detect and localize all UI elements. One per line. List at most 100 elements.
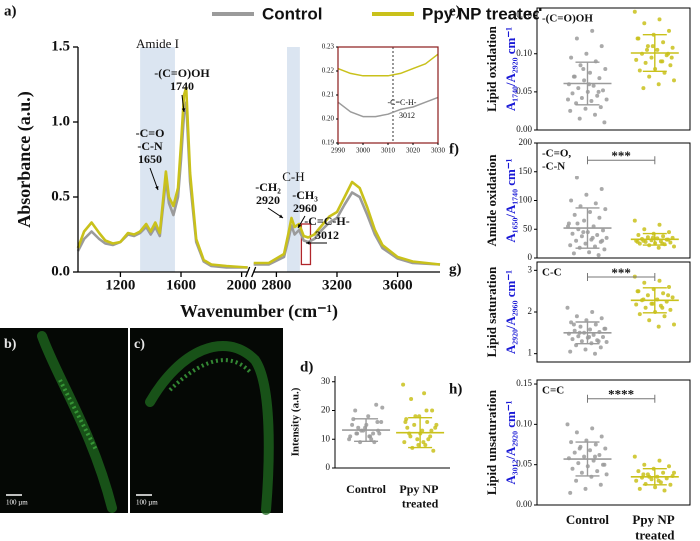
data-point	[670, 45, 675, 50]
data-point	[641, 472, 646, 477]
data-point	[604, 472, 609, 477]
band	[286, 47, 300, 272]
y-tick-label: 0.00	[516, 124, 532, 134]
data-point	[591, 83, 596, 88]
annotation: -C-N	[137, 139, 163, 153]
panel-label: c)	[134, 337, 145, 352]
data-point	[379, 420, 384, 424]
annotation: 1740	[170, 79, 194, 93]
data-point	[596, 89, 601, 94]
panel-label: a)	[4, 3, 17, 19]
data-point	[575, 221, 580, 226]
data-point	[423, 443, 428, 447]
note-box	[539, 265, 595, 282]
data-point	[371, 431, 376, 436]
data-point	[380, 405, 385, 410]
band-label: C-H	[282, 169, 304, 184]
data-point	[403, 420, 408, 424]
y-axis-subtitle: A₂₉₂₀/A₂₉₆₀ cm⁻¹	[503, 270, 518, 354]
data-point	[634, 57, 639, 62]
data-point	[661, 40, 666, 45]
y-tick-label: 0.00	[516, 499, 532, 509]
data-point	[577, 446, 582, 451]
y-tick-label: 0	[528, 252, 533, 262]
data-point	[667, 285, 671, 289]
data-point	[582, 78, 587, 83]
data-point	[595, 469, 600, 474]
data-point	[645, 47, 649, 52]
data-point	[568, 108, 573, 113]
data-point	[571, 251, 576, 256]
data-point	[578, 324, 583, 329]
data-point	[593, 454, 597, 459]
data-point	[603, 67, 608, 71]
data-point	[577, 116, 582, 121]
data-point	[565, 305, 570, 310]
data-point	[421, 440, 426, 445]
data-point	[593, 201, 598, 206]
annotation: -CH₂	[255, 180, 281, 194]
data-point	[604, 235, 609, 240]
panel-label: g)	[449, 261, 462, 277]
data-point	[579, 339, 584, 344]
y-tick-label: 10	[321, 433, 331, 443]
panel-label: f)	[449, 141, 459, 157]
data-point	[350, 422, 355, 427]
annotation: -C=O	[136, 126, 165, 140]
data-point	[603, 446, 608, 451]
data-point	[578, 63, 583, 68]
x-tick-label: 3020	[406, 147, 421, 155]
data-point	[632, 9, 637, 14]
data-point	[356, 425, 361, 430]
data-point	[657, 17, 662, 22]
x-tick-label: 3200	[322, 277, 352, 293]
panel-label: b)	[4, 337, 17, 352]
data-point	[402, 440, 407, 445]
data-point	[572, 212, 577, 217]
error-bar	[575, 441, 600, 477]
data-point	[662, 488, 667, 493]
x-axis-title: Wavenumber (cm⁻¹)	[180, 301, 338, 322]
data-point	[568, 490, 573, 495]
data-point	[579, 234, 584, 239]
data-point	[650, 301, 655, 306]
data-point	[634, 478, 639, 483]
data-point	[632, 218, 637, 223]
band	[140, 47, 175, 272]
data-point	[637, 312, 642, 317]
y-tick-label: 0.20	[322, 115, 335, 123]
data-point	[600, 238, 605, 243]
error-bar	[642, 33, 667, 72]
annotation: -C=C-H-	[304, 214, 350, 228]
data-point	[597, 76, 602, 81]
data-point	[583, 347, 588, 352]
arrow-head	[298, 224, 302, 228]
x-category-label: Control	[566, 512, 609, 527]
data-point	[591, 332, 596, 337]
x-category-label: Control	[346, 482, 386, 496]
band-label: Amide I	[136, 36, 179, 51]
data-point	[601, 228, 605, 233]
data-point	[657, 278, 662, 283]
y-tick-label: 1.0	[51, 113, 70, 129]
data-point	[645, 235, 650, 240]
data-point	[583, 241, 588, 246]
x-tick-label: 2000	[227, 277, 257, 293]
data-point	[588, 327, 592, 332]
data-point	[635, 36, 640, 41]
data-point	[587, 250, 592, 255]
highlight-box	[300, 223, 312, 266]
data-point	[568, 349, 573, 354]
data-point	[649, 55, 654, 60]
scale-bar-label: 100 µm	[136, 499, 158, 507]
data-point	[581, 67, 586, 71]
y-axis-title: Amide oxidation	[484, 154, 499, 247]
data-point	[601, 335, 605, 339]
series-line	[337, 53, 439, 77]
series-line	[337, 96, 439, 118]
note-box	[539, 11, 595, 28]
data-point	[569, 198, 574, 203]
label-line: treated	[635, 528, 675, 541]
y-axis-title: Absorbance (a.u.)	[14, 91, 35, 228]
